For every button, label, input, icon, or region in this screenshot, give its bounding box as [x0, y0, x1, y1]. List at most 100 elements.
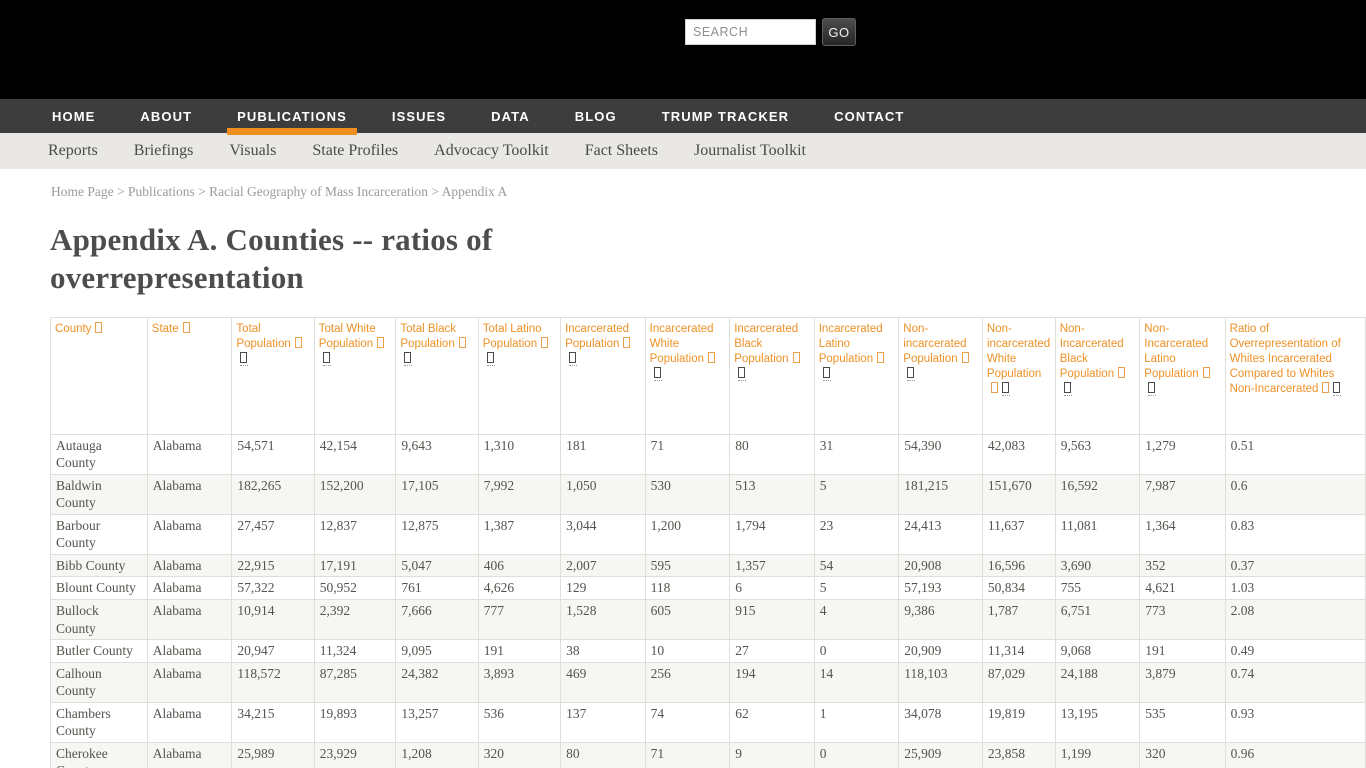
column-info-icon[interactable] — [322, 351, 331, 366]
cell-county: Autauga County — [50, 433, 148, 475]
column-info-icon[interactable] — [240, 351, 249, 366]
table-row: Bibb County Alabama 22,915 17,191 5,047 406 2,… — [50, 553, 1366, 578]
cell-county: Baldwin County — [50, 473, 148, 515]
cell: 25,989 — [231, 741, 315, 768]
cell: 0.51 — [1224, 433, 1366, 475]
column-info-icon[interactable] — [486, 351, 495, 366]
sort-icon[interactable] — [877, 351, 885, 363]
subnav-item-fact-sheets[interactable]: Fact Sheets — [584, 142, 659, 159]
cell: 2,007 — [560, 553, 646, 578]
nav-item-home[interactable]: HOME — [52, 108, 96, 124]
nav-item-blog[interactable]: BLOG — [574, 108, 617, 124]
subnav-item-visuals[interactable]: Visuals — [229, 142, 277, 159]
subnav-item-briefings[interactable]: Briefings — [133, 142, 194, 159]
cell: 761 — [395, 576, 479, 600]
cell: 19,893 — [313, 701, 397, 743]
sort-icon[interactable] — [623, 336, 631, 348]
sort-icon[interactable] — [961, 351, 969, 363]
column-info-icon[interactable] — [569, 351, 578, 366]
column-header-state[interactable]: State — [146, 316, 233, 435]
sort-icon[interactable] — [541, 336, 549, 348]
cell: 194 — [729, 661, 815, 703]
column-info-icon[interactable] — [822, 366, 831, 381]
cell: 87,029 — [981, 661, 1056, 703]
cell: Alabama — [146, 741, 233, 768]
cell: Alabama — [146, 661, 233, 703]
nav-item-issues[interactable]: ISSUES — [391, 108, 447, 124]
nav-item-contact[interactable]: CONTACT — [834, 108, 905, 124]
column-header-incarcerated-black-population[interactable]: Incarcerated Black Population — [729, 316, 815, 435]
cell: 24,188 — [1054, 661, 1141, 703]
column-header-total-white-population[interactable]: Total White Population — [313, 316, 397, 435]
column-header-total-black-population[interactable]: Total Black Population — [395, 316, 479, 435]
sort-icon[interactable] — [990, 381, 998, 393]
cell: Alabama — [146, 473, 233, 515]
cell: 11,314 — [981, 639, 1056, 663]
column-info-icon[interactable] — [404, 351, 413, 366]
sort-icon[interactable] — [95, 321, 103, 333]
cell: 22,915 — [231, 553, 315, 578]
nav-item-data[interactable]: DATA — [491, 108, 530, 124]
cell: 54,571 — [231, 433, 315, 475]
column-header-incarcerated-white-population[interactable]: Incarcerated White Population — [644, 316, 731, 435]
cell: 915 — [729, 598, 815, 641]
nav-item-about[interactable]: ABOUT — [140, 108, 193, 124]
search-input[interactable] — [685, 19, 816, 45]
sort-icon[interactable] — [377, 336, 385, 348]
cell: 87,285 — [313, 661, 397, 703]
sort-icon[interactable] — [708, 351, 715, 363]
cell: Alabama — [146, 576, 233, 600]
secondary-nav: Reports Briefings Visuals State Profiles Adv… — [0, 133, 1366, 169]
breadcrumb-link-home-page[interactable]: Home Page — [51, 184, 114, 199]
column-header-non-incarcerated-white-population[interactable]: Non-incarcerated White Population — [981, 316, 1056, 435]
column-header-incarcerated-population[interactable]: Incarcerated Population — [560, 316, 646, 435]
column-header-non-incarcerated-population[interactable]: Non-incarcerated Population — [898, 316, 983, 435]
column-header-label: Non-incarcerated Population — [903, 322, 967, 365]
sort-icon[interactable] — [1118, 366, 1126, 378]
cell: 25,909 — [898, 741, 983, 768]
breadcrumb-link-racial-geography-of-mass-incarceration[interactable]: Racial Geography of Mass Incarceration — [209, 184, 429, 199]
column-header-label: Incarcerated Population — [565, 322, 630, 350]
subnav-item-advocacy-toolkit[interactable]: Advocacy Toolkit — [434, 142, 549, 159]
column-header-incarcerated-latino-population[interactable]: Incarcerated Latino Population — [813, 316, 900, 435]
sort-icon[interactable] — [458, 336, 466, 348]
subnav-item-reports[interactable]: Reports — [48, 142, 98, 159]
cell: 54 — [813, 553, 900, 578]
counties-table-wrap: County State Total Population Total White P… — [50, 316, 1366, 768]
subnav-item-state-profiles[interactable]: State Profiles — [312, 142, 399, 159]
cell: Alabama — [146, 598, 233, 641]
subnav-item-journalist-toolkit[interactable]: Journalist Toolkit — [694, 142, 806, 159]
column-header-total-latino-population[interactable]: Total Latino Population — [477, 316, 562, 435]
cell: Alabama — [146, 553, 233, 578]
column-info-icon[interactable] — [1148, 381, 1157, 396]
column-header-total-population[interactable]: Total Population — [231, 316, 315, 435]
column-info-icon[interactable] — [738, 366, 747, 381]
column-info-icon[interactable] — [1333, 381, 1342, 396]
column-info-icon[interactable] — [1001, 381, 1010, 396]
column-info-icon[interactable] — [907, 366, 916, 381]
sort-icon[interactable] — [182, 321, 190, 333]
cell: 0.49 — [1224, 639, 1366, 663]
table-row: Barbour County Alabama 27,457 12,837 12,875 1… — [50, 513, 1366, 555]
nav-item-publications[interactable]: PUBLICATIONS — [227, 108, 357, 135]
cell: 5,047 — [395, 553, 479, 578]
cell: 62 — [729, 701, 815, 743]
cell: 23,929 — [313, 741, 397, 768]
breadcrumb-link-publications[interactable]: Publications — [127, 184, 195, 199]
column-header-county[interactable]: County — [50, 316, 148, 435]
column-info-icon[interactable] — [653, 366, 662, 381]
cell: 71 — [644, 741, 731, 768]
nav-item-trump-tracker[interactable]: TRUMP TRACKER — [661, 108, 790, 124]
sort-icon[interactable] — [294, 336, 302, 348]
column-header-non-incarcerated-latino-population[interactable]: Non-Incarcerated Latino Population — [1139, 316, 1226, 435]
search-go-button[interactable]: GO — [822, 18, 856, 46]
cell: 23 — [813, 513, 900, 555]
cell-county: Bullock County — [50, 598, 148, 641]
sort-icon[interactable] — [1322, 381, 1330, 393]
column-info-icon[interactable] — [1063, 381, 1072, 396]
column-header-non-incarcerated-black-population[interactable]: Non-Incarcerated Black Population — [1054, 316, 1141, 435]
sort-icon[interactable] — [1202, 366, 1210, 378]
column-header-label: Non-Incarcerated Latino Population — [1144, 322, 1209, 380]
sort-icon[interactable] — [792, 351, 800, 363]
column-header-ratio-of-overrepresentation-of-whites-incarcerated-compared-to-whites-non-incarcerated[interactable]: Ratio of Overrepresentation of Whites In… — [1224, 316, 1366, 435]
